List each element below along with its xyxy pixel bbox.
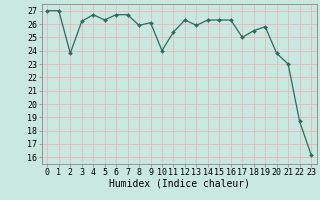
X-axis label: Humidex (Indice chaleur): Humidex (Indice chaleur) [109,179,250,189]
